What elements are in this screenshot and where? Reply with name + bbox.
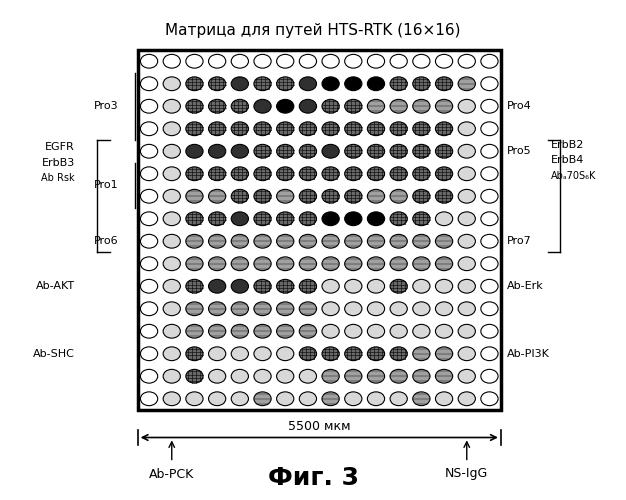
Text: Pro4: Pro4 xyxy=(507,101,532,112)
Text: Фиг. 3: Фиг. 3 xyxy=(267,466,359,490)
Text: Ab-PI3K: Ab-PI3K xyxy=(507,349,550,358)
Text: Pro6: Pro6 xyxy=(95,236,119,246)
Text: Pro3: Pro3 xyxy=(95,101,119,112)
Text: Abₐ70S₆K: Abₐ70S₆K xyxy=(551,171,596,181)
Text: Pro5: Pro5 xyxy=(507,146,531,156)
Text: ErbB4: ErbB4 xyxy=(551,155,584,165)
Text: Ab-AKT: Ab-AKT xyxy=(36,281,75,291)
Text: EGFR: EGFR xyxy=(45,142,75,152)
Text: Ab-Erk: Ab-Erk xyxy=(507,281,544,291)
Text: 5500 мкм: 5500 мкм xyxy=(288,420,351,432)
Text: Ab-PCK: Ab-PCK xyxy=(149,468,195,480)
Text: Pro7: Pro7 xyxy=(507,236,532,246)
Text: ErbB2: ErbB2 xyxy=(551,140,584,149)
Text: Матрица для путей HTS-RTK (16×16): Матрица для путей HTS-RTK (16×16) xyxy=(165,22,461,38)
Text: Ab Rsk: Ab Rsk xyxy=(41,174,75,183)
Text: Pro1: Pro1 xyxy=(95,180,119,190)
Text: Ab-SHC: Ab-SHC xyxy=(33,349,75,358)
Text: NS-IgG: NS-IgG xyxy=(445,468,488,480)
Text: ErbB3: ErbB3 xyxy=(42,158,75,168)
